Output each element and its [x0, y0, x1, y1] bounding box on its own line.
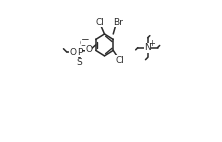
Text: N: N — [144, 43, 151, 52]
Text: Cl: Cl — [96, 18, 105, 27]
Text: Br: Br — [113, 18, 123, 27]
Text: O: O — [69, 48, 76, 57]
Text: P: P — [77, 48, 82, 57]
Text: O: O — [85, 45, 92, 54]
Text: +: + — [148, 39, 155, 48]
Text: S: S — [76, 59, 82, 67]
Text: −: − — [81, 35, 90, 45]
Text: Cl: Cl — [116, 56, 125, 65]
Text: O: O — [79, 39, 86, 48]
